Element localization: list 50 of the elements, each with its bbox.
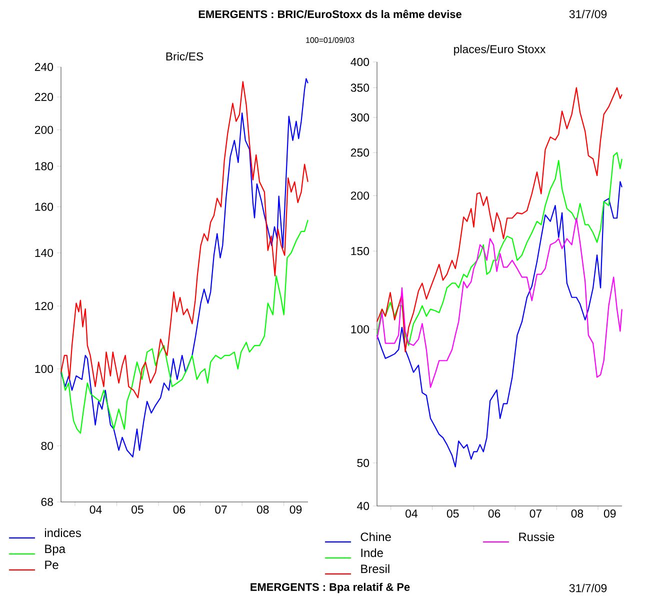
y-tick-label: 250 [350,148,370,157]
x-tick-label: 04 [90,505,102,514]
y-tick-label: 150 [351,247,370,256]
line-series [60,78,308,458]
line-series [60,81,308,398]
y-tick-label: 120 [35,302,54,310]
y-tick-label: 220 [34,92,54,102]
x-tick-label: 09 [290,505,302,514]
y-tick-label: 100 [35,364,54,373]
text: 31/7/09 [569,584,607,592]
x-tick-label: 05 [132,505,144,514]
x-tick-label: 04 [406,509,418,518]
text: EMERGENTS : Bpa relatif & Pe [250,582,410,594]
chart-title: Bric/ES [166,52,204,60]
y-tick-label: 240 [34,62,54,72]
x-tick-label: 06 [173,505,186,514]
x-tick-label: 07 [530,509,542,518]
y-tick-label: 160 [35,202,54,211]
legend-label: Chine [360,532,391,542]
text: EMERGENTS : BRIC/EuroStoxx ds la même devise [198,10,462,18]
line-series [376,87,622,352]
x-tick-label: 09 [604,509,616,518]
y-tick-label: 40 [357,502,370,510]
y-tick-label: 180 [35,162,54,170]
x-tick-label: 05 [446,509,459,518]
x-tick-label: 08 [571,509,584,518]
y-tick-label: 200 [34,126,54,134]
legend-label: indices [45,528,81,538]
legend-label: Pe [45,560,58,570]
line-series [376,181,622,468]
legend-label: Inde [361,548,383,558]
y-tick-label: 50 [357,458,370,468]
y-tick-label: 300 [350,113,370,122]
y-tick-label: 140 [35,248,54,257]
y-tick-label: 100 [351,325,370,334]
y-tick-label: 68 [41,498,53,506]
text: 31/7/09 [569,10,607,18]
chart-title: places/Euro Stoxx [454,44,546,56]
legend-label: Bresil [361,564,390,574]
x-tick-label: 08 [256,505,269,514]
x-tick-label: 07 [215,505,227,514]
line-series [60,219,308,434]
legend-label: Russie [519,532,554,542]
x-tick-label: 06 [488,509,500,518]
y-tick-label: 350 [350,84,370,92]
legend-label: Bpa [45,544,66,556]
line-series [376,152,622,346]
y-tick-label: 400 [350,58,370,66]
y-tick-label: 200 [350,192,370,200]
y-tick-label: 80 [41,442,54,450]
